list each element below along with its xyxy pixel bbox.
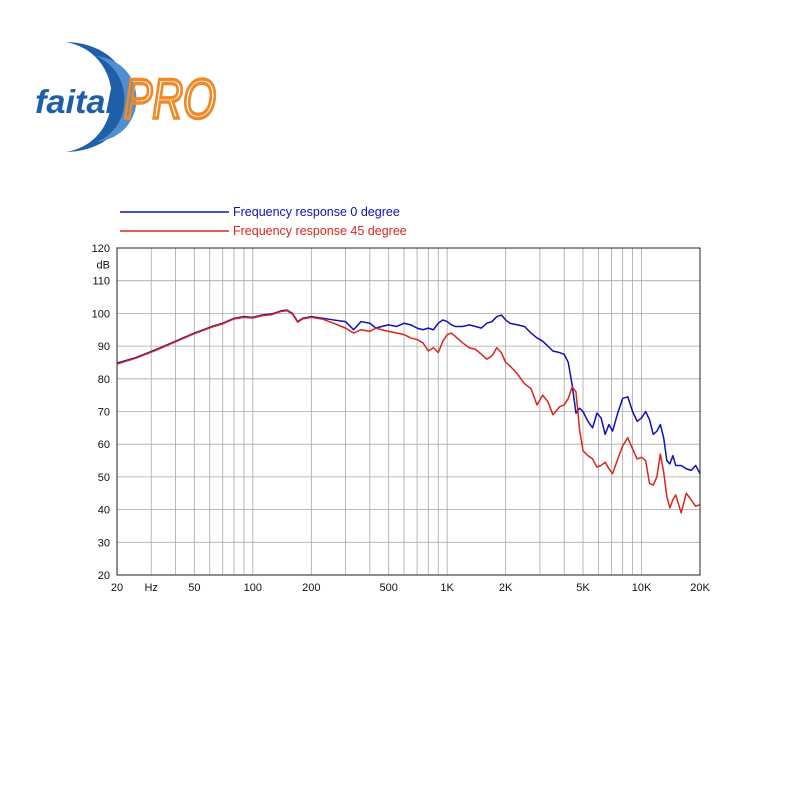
y-tick-label: 100	[92, 308, 110, 320]
x-tick-label: 50	[188, 582, 200, 594]
y-tick-label: 50	[98, 472, 110, 484]
x-axis-unit-label: Hz	[144, 582, 157, 594]
x-tick-label: 100	[244, 582, 262, 594]
x-tick-label: 200	[302, 582, 320, 594]
y-axis-ticks: 20 30 40 50 60 70 80 90 100 110 120	[92, 243, 110, 582]
series-line-1	[116, 310, 701, 514]
y-tick-label: 60	[98, 439, 110, 451]
y-tick-label: 20	[98, 570, 110, 582]
logo-badge: PRO	[124, 67, 216, 130]
y-tick-label: 110	[92, 276, 110, 288]
y-axis-unit-label: dB	[97, 259, 110, 271]
chart-grid	[117, 247, 700, 576]
x-tick-label: 1K	[440, 582, 454, 594]
series-line-0	[116, 309, 701, 474]
y-tick-label: 30	[98, 537, 110, 549]
y-tick-label: 80	[98, 374, 110, 386]
x-tick-label: 5K	[576, 582, 590, 594]
x-tick-label: 20K	[690, 582, 710, 594]
y-tick-label: 40	[98, 505, 110, 517]
logo-swoosh-inner	[96, 56, 137, 142]
y-tick-label: 120	[92, 243, 110, 255]
logo-swoosh-outer	[66, 42, 129, 152]
x-tick-label: 2K	[499, 582, 513, 594]
y-tick-label: 70	[98, 407, 110, 419]
x-tick-label: 20	[111, 582, 123, 594]
plot-frame	[116, 247, 701, 576]
legend-label-0: Frequency response 0 degree	[233, 205, 400, 219]
x-tick-label: 10K	[632, 582, 652, 594]
legend-label-1: Frequency response 45 degree	[233, 224, 407, 238]
chart-legend: Frequency response 0 degree Frequency res…	[120, 205, 407, 238]
y-tick-label: 90	[98, 341, 110, 353]
chart-series	[116, 309, 701, 514]
x-axis-ticks: 20 50 100 200 500 1K 2K 5K 10K 20K Hz	[111, 582, 711, 594]
x-tick-label: 500	[379, 582, 397, 594]
logo-wordmark: faital	[35, 83, 116, 120]
